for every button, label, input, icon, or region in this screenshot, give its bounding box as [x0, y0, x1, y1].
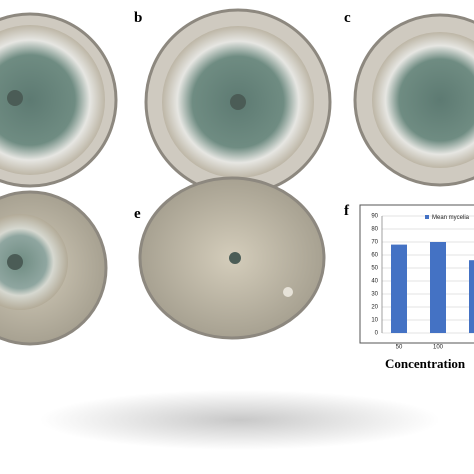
y-tick-label: 70 [371, 240, 378, 246]
photos [0, 8, 474, 450]
panel-label: f [344, 203, 350, 219]
y-tick-label: 60 [371, 253, 378, 259]
panel-label: c [344, 10, 351, 26]
x-tick-label: 50 [396, 345, 403, 351]
y-tick-label: 80 [371, 227, 378, 233]
panel-label: e [134, 206, 141, 222]
bar [430, 242, 446, 333]
y-tick-label: 90 [371, 214, 378, 220]
y-tick-label: 20 [371, 305, 378, 311]
y-tick-label: 0 [375, 331, 379, 337]
legend-label: Mean mycelia [432, 215, 470, 221]
y-tick-label: 10 [371, 318, 378, 324]
legend-swatch [425, 215, 429, 219]
y-tick-label: 50 [371, 266, 378, 272]
y-tick-label: 40 [371, 279, 378, 285]
bar [469, 260, 474, 333]
panel-label: b [134, 10, 142, 26]
chart: 0102030405060708090501001Mean mycelia [371, 214, 474, 351]
x-axis-label: Concentration [385, 356, 466, 371]
x-tick-label: 100 [433, 345, 444, 351]
bar [391, 244, 407, 333]
y-tick-label: 30 [371, 292, 378, 298]
